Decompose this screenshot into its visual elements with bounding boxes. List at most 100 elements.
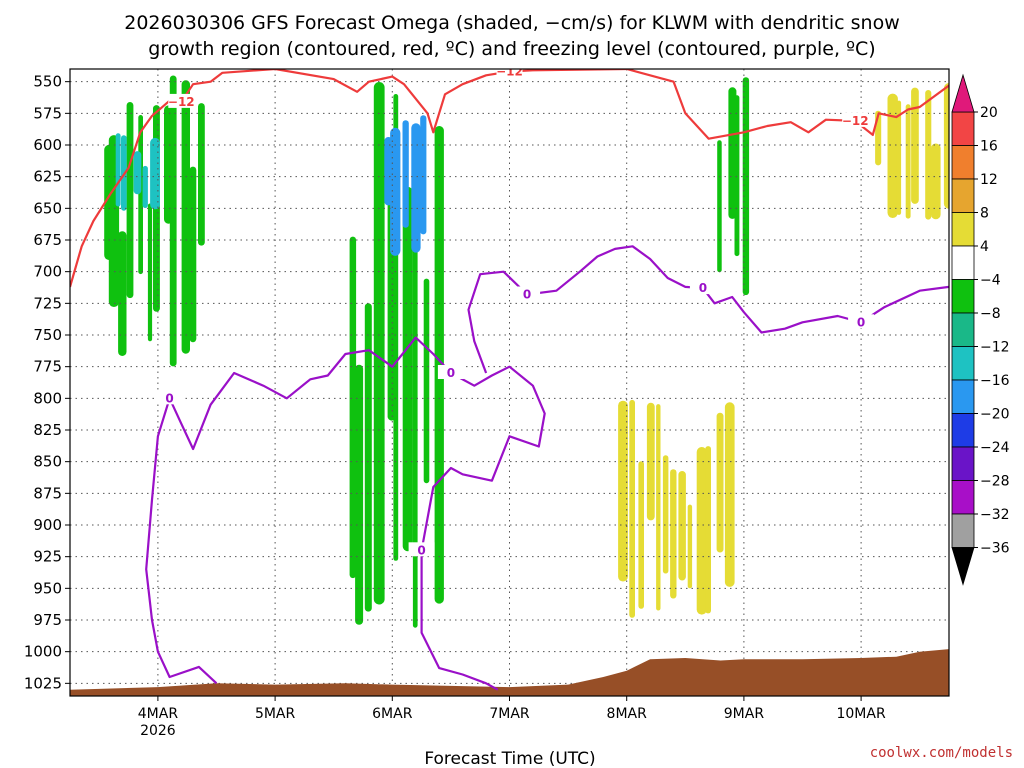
y-tick-label: 775 [33,358,62,376]
colorbar-label: 8 [980,206,989,222]
shaded-cell [618,400,628,582]
shaded-cell [181,80,190,354]
contour-label-bg [168,93,195,108]
contour-label-bg [689,280,716,295]
y-tick-label: 850 [33,453,62,471]
contour-label-bg [496,69,523,78]
contour-label-bg [437,365,464,379]
y-tick-label: 600 [33,136,62,154]
shaded-cell [887,93,898,218]
colorbar-min-arrow [951,547,975,586]
shaded-cell [118,231,127,356]
shaded-cell [126,102,134,299]
colorbar-bin [951,178,975,213]
colorbar-label: −32 [980,507,1010,523]
colorbar-bin [951,379,975,414]
shaded-cell [420,115,427,235]
shaded-cell [373,82,385,605]
colorbar-label: −20 [980,407,1010,423]
colorbar-bin [951,346,975,381]
contour-label: −12 [842,114,869,128]
shaded-region [384,115,427,256]
contour-label-bg [842,112,869,127]
shaded-cell [646,402,655,521]
x-tick-label: 9MAR [724,706,765,722]
shaded-cell [169,75,177,367]
colorbar-bin [951,413,975,448]
colorbar-bin [951,245,975,280]
shaded-cell [423,278,430,484]
colorbar-bin [951,212,975,247]
shaded-cell [656,404,661,611]
shaded-cell [150,137,160,210]
shaded-cell [355,364,364,625]
colorbar-label: 4 [980,239,989,255]
terrain-surface [70,649,949,696]
colorbar-max-arrow [951,73,975,113]
contour-label: 0 [417,543,425,557]
colorbar-bin [951,480,975,515]
colorbar-label: 12 [980,172,998,188]
y-tick-label: 950 [33,579,62,597]
y-tick-label: 575 [33,104,62,122]
contour-label-bg [514,286,541,301]
contour-line [467,245,949,374]
shaded-cell [943,83,949,209]
contour-label: 0 [165,391,173,405]
shaded-cell [390,127,401,256]
shaded-cell [716,412,724,553]
colorbar-label: −24 [980,440,1010,456]
shaded-cell [911,87,919,204]
shaded-cell [629,399,635,618]
terrain-ground [70,649,949,696]
contour-label: −12 [168,95,195,109]
y-tick-label: 625 [33,168,62,186]
colorbar-label: −36 [980,541,1010,557]
x-tick-label: 5MAR [255,706,296,722]
colorbar-bin [951,513,975,548]
x-tick-label: 7MAR [489,706,530,722]
shaded-cell [638,461,644,609]
shaded-cell [670,469,677,599]
y-tick-label: 800 [33,389,62,407]
colorbar-bin [951,312,975,347]
colorbar-label: −16 [980,373,1010,389]
credit-text: coolwx.com/models [870,745,1013,761]
x-tick-label: 4MAR [138,706,179,722]
shaded-region [618,399,735,618]
y-tick-label: 750 [33,326,62,344]
y-tick-label: 975 [33,611,62,629]
x-tick-label: 6MAR [372,706,413,722]
shaded-cell [724,402,735,587]
contour-label: 0 [699,281,707,295]
shaded-cell [189,166,197,343]
colorbar-bin [951,446,975,481]
y-tick-label: 675 [33,231,62,249]
contour-label-bg [408,542,435,557]
shaded-cell [402,186,413,552]
shaded-cell [133,151,142,195]
chart-title-line-2: growth region (contoured, red, ºC) and f… [148,38,875,60]
contour-line [145,336,546,691]
y-tick-label: 650 [33,199,62,217]
shaded-cell [402,120,409,228]
shaded-cell [364,303,372,612]
contour-label: 0 [857,315,865,329]
shaded-cell [147,203,153,342]
colorbar-label: 20 [980,105,998,121]
shaded-cell [349,236,357,579]
colorbar: 20 16 12 8 4 −4 −8 −12 −16 −20 −24 −28 −32 −36 [951,73,1010,586]
shaded-cell [412,190,418,628]
chart-title-line-1: 2026030306 GFS Forecast Omega (shaded, −… [124,12,899,34]
colorbar-label: −28 [980,474,1010,490]
y-tick-label: 925 [33,548,62,566]
colorbar-label: −8 [980,306,1001,322]
shaded-cell [142,165,148,208]
shaded-cell [925,90,932,220]
colorbar-bin [951,111,975,146]
shaded-cell [662,455,669,574]
shaded-cell [198,103,205,246]
shaded-cell [905,104,911,219]
